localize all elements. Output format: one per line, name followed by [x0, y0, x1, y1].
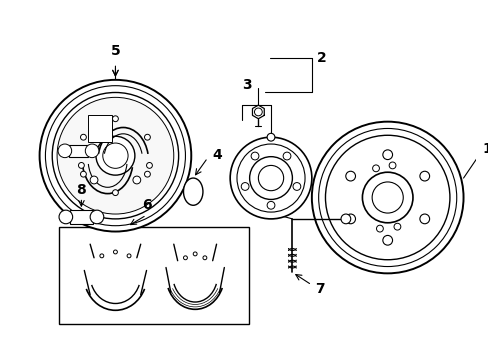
Bar: [88, 115, 111, 142]
Circle shape: [345, 214, 355, 224]
Text: 8: 8: [76, 183, 86, 197]
Circle shape: [90, 210, 103, 224]
Circle shape: [127, 254, 131, 258]
Circle shape: [203, 256, 206, 260]
Circle shape: [183, 256, 187, 260]
Circle shape: [58, 144, 72, 158]
Circle shape: [133, 176, 141, 184]
Circle shape: [57, 97, 173, 214]
Circle shape: [59, 210, 73, 224]
Circle shape: [258, 165, 283, 191]
Circle shape: [283, 152, 290, 160]
Circle shape: [292, 183, 300, 190]
Circle shape: [112, 116, 118, 122]
Text: 3: 3: [242, 78, 251, 92]
Circle shape: [78, 162, 84, 168]
Circle shape: [388, 162, 395, 169]
Circle shape: [251, 152, 258, 160]
Circle shape: [241, 183, 248, 190]
Circle shape: [100, 254, 103, 258]
Circle shape: [266, 201, 274, 209]
Circle shape: [144, 134, 150, 140]
Ellipse shape: [183, 178, 203, 205]
Circle shape: [52, 93, 178, 219]
Circle shape: [419, 171, 429, 181]
Bar: [59, 227, 248, 324]
Circle shape: [419, 214, 429, 224]
Circle shape: [45, 86, 185, 226]
Text: 6: 6: [142, 198, 151, 212]
Text: 7: 7: [314, 282, 324, 296]
Circle shape: [254, 108, 262, 116]
Circle shape: [382, 150, 392, 159]
Circle shape: [376, 225, 383, 232]
Text: 5: 5: [110, 44, 120, 58]
Circle shape: [318, 129, 456, 266]
Circle shape: [237, 144, 305, 212]
Text: 2: 2: [316, 51, 326, 66]
Circle shape: [40, 80, 191, 231]
Circle shape: [362, 172, 412, 223]
Circle shape: [90, 176, 98, 184]
Circle shape: [393, 223, 400, 230]
Bar: [70, 210, 93, 224]
Circle shape: [81, 134, 86, 140]
Circle shape: [311, 122, 463, 273]
Circle shape: [249, 157, 292, 199]
Circle shape: [382, 235, 392, 245]
Circle shape: [85, 144, 99, 158]
Circle shape: [266, 133, 274, 141]
Circle shape: [371, 182, 403, 213]
Circle shape: [113, 250, 117, 254]
Bar: [69, 145, 88, 157]
Circle shape: [102, 143, 128, 168]
Circle shape: [146, 162, 152, 168]
Circle shape: [340, 214, 350, 224]
Circle shape: [325, 135, 449, 260]
Circle shape: [345, 171, 355, 181]
Circle shape: [193, 252, 197, 256]
Circle shape: [144, 171, 150, 177]
Circle shape: [230, 137, 311, 219]
Circle shape: [372, 165, 379, 172]
Circle shape: [112, 190, 118, 195]
Circle shape: [81, 171, 86, 177]
Circle shape: [96, 136, 135, 175]
Text: 1: 1: [481, 142, 488, 156]
Text: 4: 4: [212, 148, 222, 162]
